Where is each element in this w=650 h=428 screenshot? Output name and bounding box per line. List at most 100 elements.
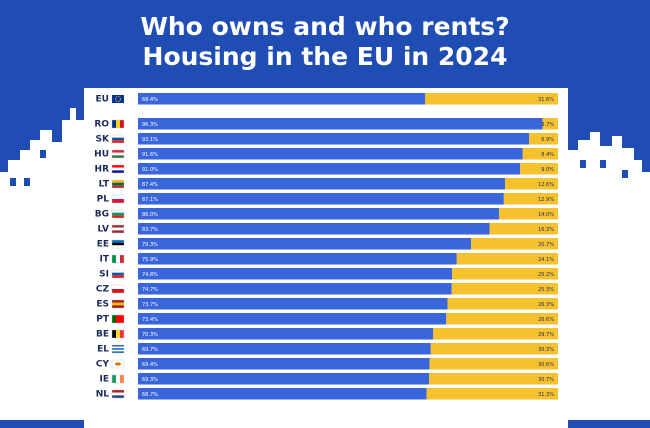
flag-pt-stripe bbox=[112, 315, 116, 323]
owners-value-label-hr: 91.0% bbox=[142, 167, 158, 173]
owners-value-label-nl: 68.7% bbox=[142, 392, 158, 398]
tenants-value-label-pl: 12.9% bbox=[538, 197, 554, 203]
flag-es-stripe bbox=[112, 302, 124, 306]
flag-cy-stripe bbox=[112, 364, 124, 368]
bar-owners-lt bbox=[138, 178, 506, 190]
owners-value-label-pt: 73.4% bbox=[142, 317, 158, 323]
flag-sk-border bbox=[111, 134, 125, 144]
flag-es-border bbox=[111, 299, 125, 309]
title-line-2: Housing in the EU in 2024 bbox=[142, 42, 508, 71]
flag-ie-stripe bbox=[116, 375, 120, 383]
flag-ie-stripe bbox=[112, 375, 116, 383]
country-label-sk: SK bbox=[96, 135, 110, 145]
bar-tenants-bg bbox=[499, 208, 558, 220]
country-label-ee: EE bbox=[97, 240, 109, 250]
bar-owners-es bbox=[138, 298, 448, 310]
flag-lt-stripe bbox=[112, 182, 124, 186]
country-label-pl: PL bbox=[97, 195, 110, 205]
flag-pl-stripe bbox=[112, 199, 124, 203]
bar-tenants-hr bbox=[520, 163, 558, 175]
bar-tenants-it bbox=[456, 253, 558, 265]
bar-owners-ro bbox=[138, 118, 543, 130]
owners-value-label-es: 73.7% bbox=[142, 302, 158, 308]
bar-tenants-eu bbox=[425, 93, 558, 105]
flag-bg-stripe bbox=[112, 215, 124, 218]
country-label-nl: NL bbox=[96, 390, 110, 400]
chart-title: Who owns and who rents? Housing in the E… bbox=[0, 12, 650, 72]
bar-tenants-pl bbox=[503, 193, 558, 205]
bar-tenants-el bbox=[430, 343, 558, 355]
country-label-hr: HR bbox=[95, 165, 110, 175]
bar-owners-be bbox=[138, 328, 434, 340]
flag-it-stripe bbox=[112, 255, 116, 263]
flag-sk-stripe bbox=[112, 135, 124, 138]
bar-owners-bg bbox=[138, 208, 500, 220]
flag-ro-stripe bbox=[116, 120, 120, 128]
flag-lv-stripe bbox=[112, 230, 124, 233]
flag-lt-stripe bbox=[112, 180, 124, 183]
flag-lt-border bbox=[111, 179, 125, 189]
flag-cz-stripe bbox=[112, 285, 124, 289]
flag-hr-stripe bbox=[112, 165, 124, 168]
country-label-hu: HU bbox=[94, 150, 109, 160]
bar-owners-ee bbox=[138, 238, 472, 250]
flag-cy-stripe bbox=[112, 360, 124, 364]
bar-tenants-ee bbox=[471, 238, 558, 250]
flag-pt-border bbox=[111, 314, 125, 324]
flag-cz-stripe bbox=[112, 289, 124, 293]
country-label-si: SI bbox=[99, 270, 109, 280]
tenants-value-label-pt: 26.6% bbox=[538, 317, 554, 323]
bar-owners-nl bbox=[138, 388, 427, 400]
country-label-be: BE bbox=[96, 330, 109, 340]
country-label-ie: IE bbox=[100, 375, 110, 385]
country-label-el: EL bbox=[97, 345, 109, 355]
flag-si-stripe bbox=[112, 270, 124, 273]
flag-hu-border bbox=[111, 149, 125, 159]
owners-value-label-bg: 86.0% bbox=[142, 212, 158, 218]
owners-value-label-hu: 91.6% bbox=[142, 152, 158, 158]
bar-owners-it bbox=[138, 253, 457, 265]
bar-tenants-cz bbox=[451, 283, 558, 295]
country-label-cy: CY bbox=[96, 360, 110, 370]
flag-bg-stripe bbox=[112, 212, 124, 216]
tenants-value-label-cz: 25.3% bbox=[538, 287, 554, 293]
tenants-value-label-bg: 14.0% bbox=[538, 212, 554, 218]
flag-cy-emblem bbox=[115, 362, 121, 366]
tenants-value-label-hr: 9.0% bbox=[541, 167, 554, 173]
flag-pt-stripe bbox=[116, 315, 120, 323]
flag-si-stripe bbox=[112, 272, 124, 276]
flag-ee-stripe bbox=[112, 240, 124, 243]
owners-value-label-pl: 87.1% bbox=[142, 197, 158, 203]
bar-owners-eu bbox=[138, 93, 426, 105]
owners-value-label-sk: 93.1% bbox=[142, 137, 158, 143]
flag-eu bbox=[112, 95, 124, 103]
flag-be-border bbox=[111, 329, 125, 339]
flag-it-border bbox=[111, 254, 125, 264]
flag-sk-stripe bbox=[112, 137, 124, 141]
flag-nl-stripe bbox=[112, 395, 124, 398]
flag-lt-stripe bbox=[112, 185, 124, 188]
owners-value-label-eu: 68.4% bbox=[142, 97, 158, 103]
tenants-value-label-it: 24.1% bbox=[538, 257, 554, 263]
owners-value-label-cy: 69.4% bbox=[142, 362, 158, 368]
owners-value-label-el: 69.7% bbox=[142, 347, 158, 353]
flag-pl-border bbox=[111, 194, 125, 204]
bar-tenants-lv bbox=[489, 223, 558, 235]
flag-el-stripe bbox=[112, 351, 124, 353]
bar-owners-lv bbox=[138, 223, 490, 235]
country-label-lt: LT bbox=[99, 180, 110, 190]
country-label-ro: RO bbox=[94, 120, 109, 130]
flag-el-stripe bbox=[112, 348, 124, 350]
flag-lv-stripe bbox=[112, 227, 124, 231]
flag-hr-border bbox=[111, 164, 125, 174]
country-label-cz: CZ bbox=[96, 285, 110, 295]
bar-tenants-cy bbox=[429, 358, 558, 370]
flag-si-stripe bbox=[112, 275, 124, 278]
bar-tenants-pt bbox=[446, 313, 558, 325]
flag-be-stripe bbox=[120, 330, 124, 338]
flag-nl-border bbox=[111, 389, 125, 399]
flag-hr-stripe bbox=[112, 170, 124, 173]
tenants-value-label-ie: 30.7% bbox=[538, 377, 554, 383]
bar-owners-ie bbox=[138, 373, 430, 385]
